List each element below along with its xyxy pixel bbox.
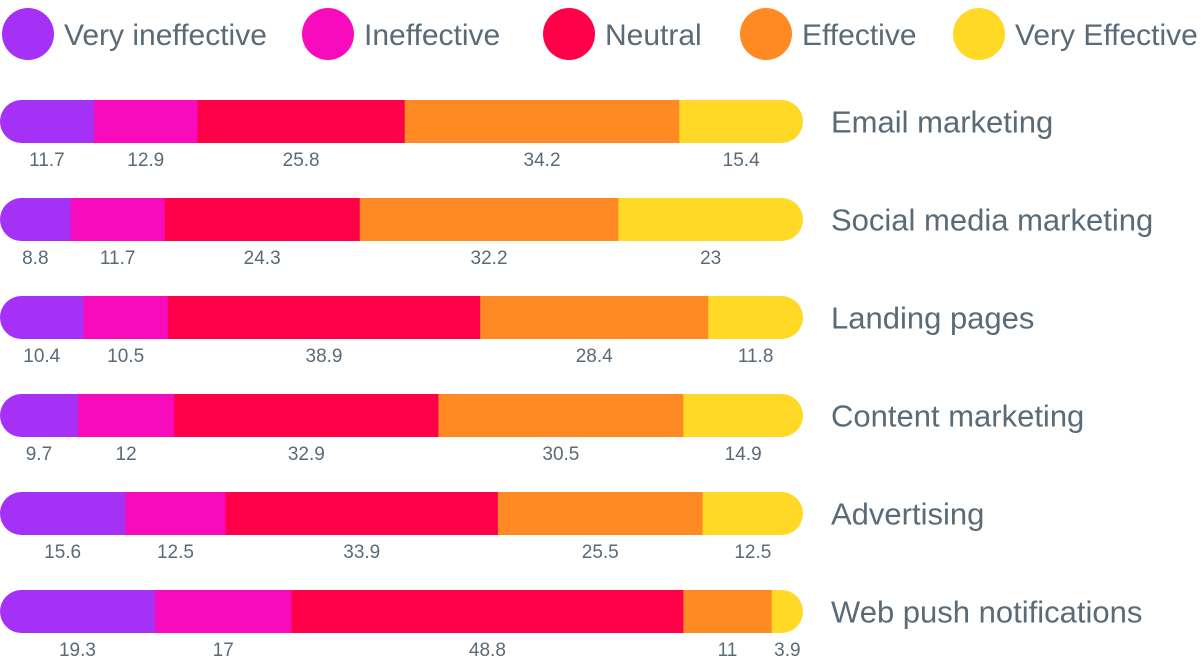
value-label: 30.5 xyxy=(542,444,579,465)
value-label: 33.9 xyxy=(343,542,380,563)
legend-swatch-effective xyxy=(740,8,792,60)
value-label: 28.4 xyxy=(576,346,613,367)
value-label: 11.7 xyxy=(29,150,65,171)
value-label: 32.9 xyxy=(288,444,325,465)
bar-segment-very-effective xyxy=(683,394,803,437)
bar-segment-very-ineffective xyxy=(0,296,85,339)
bar-segment-effective xyxy=(404,100,680,143)
value-label: 11 xyxy=(718,640,738,661)
bar-segment-very-ineffective xyxy=(0,492,126,535)
bar-segments xyxy=(0,394,803,437)
bar-row-web-push-notifications: 19.3 17 48.8 11 3.9 Web push notifications xyxy=(0,590,1142,661)
value-label: 23 xyxy=(700,248,721,269)
bar-segment-neutral xyxy=(291,590,684,633)
bar-segment-ineffective xyxy=(77,394,175,437)
value-label: 48.8 xyxy=(469,640,506,661)
value-label: 3.9 xyxy=(774,640,800,661)
bar-segment-ineffective xyxy=(83,296,169,339)
bar-segment-effective xyxy=(359,198,619,241)
bar-row-landing-pages: 10.4 10.5 38.9 28.4 11.8 Landing pages xyxy=(0,296,1034,367)
legend-label-very-effective: Very Effective xyxy=(1015,19,1198,52)
legend-swatch-very-effective xyxy=(953,8,1005,60)
bar-segment-neutral xyxy=(174,394,440,437)
value-label: 19.3 xyxy=(59,640,96,661)
bar-segment-effective xyxy=(497,492,704,535)
bar-row-social-media-marketing: 8.8 11.7 24.3 32.2 23 Social media marketing xyxy=(0,198,1153,269)
bar-segment-ineffective xyxy=(93,100,199,143)
value-label: 10.4 xyxy=(23,346,60,367)
legend-item-very-ineffective: Very ineffective xyxy=(2,8,267,60)
bar-segment-very-effective xyxy=(679,100,803,143)
value-label: 12.5 xyxy=(734,542,771,563)
legend-item-effective: Effective xyxy=(740,8,917,60)
legend-item-neutral: Neutral xyxy=(543,8,702,60)
value-label: 12.5 xyxy=(157,542,194,563)
bar-segment-neutral xyxy=(167,296,481,339)
bar-segment-effective xyxy=(683,590,773,633)
bar-segment-very-effective xyxy=(771,590,803,633)
bar-segment-very-ineffective xyxy=(0,100,95,143)
bar-segment-very-effective xyxy=(708,296,803,339)
category-label-email-marketing: Email marketing xyxy=(831,105,1053,140)
bar-segment-ineffective xyxy=(125,492,227,535)
bar-segment-very-effective xyxy=(618,198,803,241)
bar-segment-very-ineffective xyxy=(0,590,156,633)
value-label: 17 xyxy=(213,640,234,661)
value-label: 11.7 xyxy=(100,248,136,269)
value-label: 25.8 xyxy=(283,150,320,171)
bar-segments xyxy=(0,492,803,535)
bar-segment-ineffective xyxy=(154,590,293,633)
bar-segment-very-effective xyxy=(702,492,803,535)
legend-item-very-effective: Very Effective xyxy=(953,8,1198,60)
bar-segment-effective xyxy=(438,394,684,437)
value-label: 9.7 xyxy=(26,444,52,465)
value-label: 25.5 xyxy=(582,542,619,563)
value-label: 12.9 xyxy=(127,150,164,171)
bar-segments xyxy=(0,198,803,241)
value-label: 24.3 xyxy=(244,248,281,269)
bar-segment-neutral xyxy=(164,198,361,241)
bar-segment-ineffective xyxy=(70,198,166,241)
legend: Very ineffective Ineffective Neutral Effect… xyxy=(2,8,1198,60)
value-label: 12 xyxy=(116,444,137,465)
bar-segment-very-ineffective xyxy=(0,394,79,437)
bar-segment-very-ineffective xyxy=(0,198,72,241)
value-label: 34.2 xyxy=(524,150,561,171)
category-label-social-media-marketing: Social media marketing xyxy=(831,203,1153,238)
bar-segment-neutral xyxy=(225,492,499,535)
bar-segments xyxy=(0,296,803,339)
bar-segment-neutral xyxy=(197,100,406,143)
value-label: 14.9 xyxy=(725,444,762,465)
value-label: 8.8 xyxy=(22,248,48,269)
legend-label-effective: Effective xyxy=(802,19,917,52)
legend-label-neutral: Neutral xyxy=(605,19,702,52)
value-label: 32.2 xyxy=(471,248,508,269)
category-label-advertising: Advertising xyxy=(831,497,984,532)
value-label: 15.6 xyxy=(44,542,81,563)
bar-segments xyxy=(0,100,803,143)
value-label: 38.9 xyxy=(306,346,343,367)
category-label-content-marketing: Content marketing xyxy=(831,399,1084,434)
bar-segments xyxy=(0,590,803,633)
value-label: 11.8 xyxy=(738,346,774,367)
legend-label-ineffective: Ineffective xyxy=(364,19,500,52)
value-label: 15.4 xyxy=(723,150,760,171)
bar-row-advertising: 15.6 12.5 33.9 25.5 12.5 Advertising xyxy=(0,492,984,563)
legend-swatch-ineffective xyxy=(302,8,354,60)
legend-swatch-very-ineffective xyxy=(2,8,54,60)
value-label: 10.5 xyxy=(107,346,144,367)
category-label-landing-pages: Landing pages xyxy=(831,301,1034,336)
legend-swatch-neutral xyxy=(543,8,595,60)
legend-label-very-ineffective: Very ineffective xyxy=(64,19,267,52)
chart-rows: 11.7 12.9 25.8 34.2 15.4 Email marketing 8.8 11… xyxy=(0,100,1153,661)
bar-row-content-marketing: 9.7 12 32.9 30.5 14.9 Content marketing xyxy=(0,394,1084,465)
bar-row-email-marketing: 11.7 12.9 25.8 34.2 15.4 Email marketing xyxy=(0,100,1053,171)
category-label-web-push-notifications: Web push notifications xyxy=(831,595,1142,630)
bar-segment-effective xyxy=(480,296,709,339)
legend-item-ineffective: Ineffective xyxy=(302,8,500,60)
